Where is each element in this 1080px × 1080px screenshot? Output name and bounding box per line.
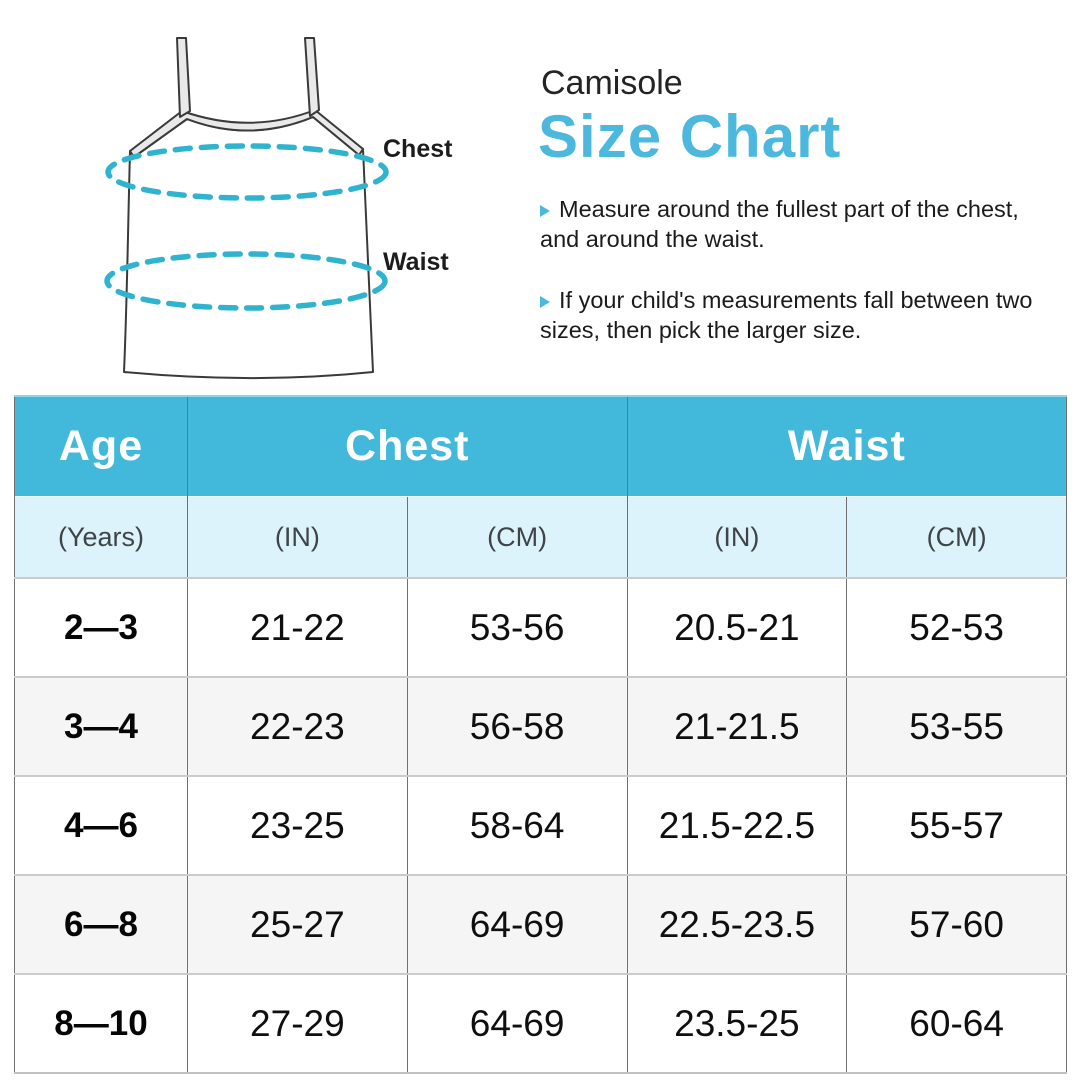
waist-in-cell: 21.5-22.5 xyxy=(626,775,847,875)
waist-cm-cell: 60-64 xyxy=(846,973,1067,1074)
chest-cm-unit-header: (CM) xyxy=(406,496,627,578)
camisole-illustration xyxy=(104,37,389,379)
age-cell: 8—10 xyxy=(14,973,188,1074)
chest-cm-cell: 64-69 xyxy=(406,874,627,974)
chest-cm-cell: 58-64 xyxy=(406,775,627,875)
table-header-row: Age Chest Waist xyxy=(14,395,1067,497)
instructions: Measure around the fullest part of the c… xyxy=(540,194,1056,345)
chest-in-cell: 23-25 xyxy=(187,775,408,875)
waist-cm-unit-header: (CM) xyxy=(846,496,1067,578)
camisole-right-strap xyxy=(304,37,320,117)
table-row: 4—6 23-25 58-64 21.5-22.5 55-57 xyxy=(14,775,1067,875)
table-row: 6—8 25-27 64-69 22.5-23.5 57-60 xyxy=(14,874,1067,974)
table-row: 3—4 22-23 56-58 21-21.5 53-55 xyxy=(14,676,1067,776)
product-name: Camisole xyxy=(541,64,683,102)
waist-in-cell: 22.5-23.5 xyxy=(626,874,847,974)
chest-in-cell: 27-29 xyxy=(187,973,408,1074)
waist-in-cell: 20.5-21 xyxy=(626,577,847,677)
waist-cm-cell: 57-60 xyxy=(846,874,1067,974)
instruction-item: Measure around the fullest part of the c… xyxy=(540,194,1056,254)
instruction-item: If your child's measurements fall betwee… xyxy=(540,285,1056,345)
waist-cm-cell: 55-57 xyxy=(846,775,1067,875)
chest-in-cell: 21-22 xyxy=(187,577,408,677)
instruction-text: Measure around the fullest part of the c… xyxy=(540,196,1019,252)
waist-cm-cell: 53-55 xyxy=(846,676,1067,776)
age-cell: 2—3 xyxy=(14,577,188,677)
waist-in-cell: 21-21.5 xyxy=(626,676,847,776)
camisole-left-strap xyxy=(176,37,191,118)
waist-cm-cell: 52-53 xyxy=(846,577,1067,677)
camisole-body xyxy=(123,116,374,379)
chest-measure-label: Chest xyxy=(383,135,453,163)
waist-in-cell: 23.5-25 xyxy=(626,973,847,1074)
age-cell: 6—8 xyxy=(14,874,188,974)
page-title: Size Chart xyxy=(538,103,842,170)
age-cell: 4—6 xyxy=(14,775,188,875)
chest-measure-ellipse xyxy=(105,143,389,201)
chest-column-header: Chest xyxy=(187,395,627,497)
chest-cm-cell: 56-58 xyxy=(406,676,627,776)
instruction-text: If your child's measurements fall betwee… xyxy=(540,287,1033,343)
age-column-header: Age xyxy=(14,395,188,497)
bullet-triangle-icon xyxy=(540,296,550,308)
table-row: 2—3 21-22 53-56 20.5-21 52-53 xyxy=(14,577,1067,677)
chest-cm-cell: 64-69 xyxy=(406,973,627,1074)
waist-measure-ellipse xyxy=(104,251,388,311)
table-units-row: (Years) (IN) (CM) (IN) (CM) xyxy=(14,496,1067,578)
age-unit-header: (Years) xyxy=(14,496,188,578)
table-row: 8—10 27-29 64-69 23.5-25 60-64 xyxy=(14,973,1067,1074)
waist-measure-label: Waist xyxy=(383,248,449,276)
bullet-triangle-icon xyxy=(540,205,550,217)
chest-cm-cell: 53-56 xyxy=(406,577,627,677)
waist-in-unit-header: (IN) xyxy=(626,496,847,578)
chest-in-unit-header: (IN) xyxy=(187,496,408,578)
chest-in-cell: 22-23 xyxy=(187,676,408,776)
age-cell: 3—4 xyxy=(14,676,188,776)
chest-in-cell: 25-27 xyxy=(187,874,408,974)
waist-column-header: Waist xyxy=(626,395,1067,497)
size-table: Age Chest Waist (Years) (IN) (CM) (IN) (… xyxy=(14,395,1067,1074)
